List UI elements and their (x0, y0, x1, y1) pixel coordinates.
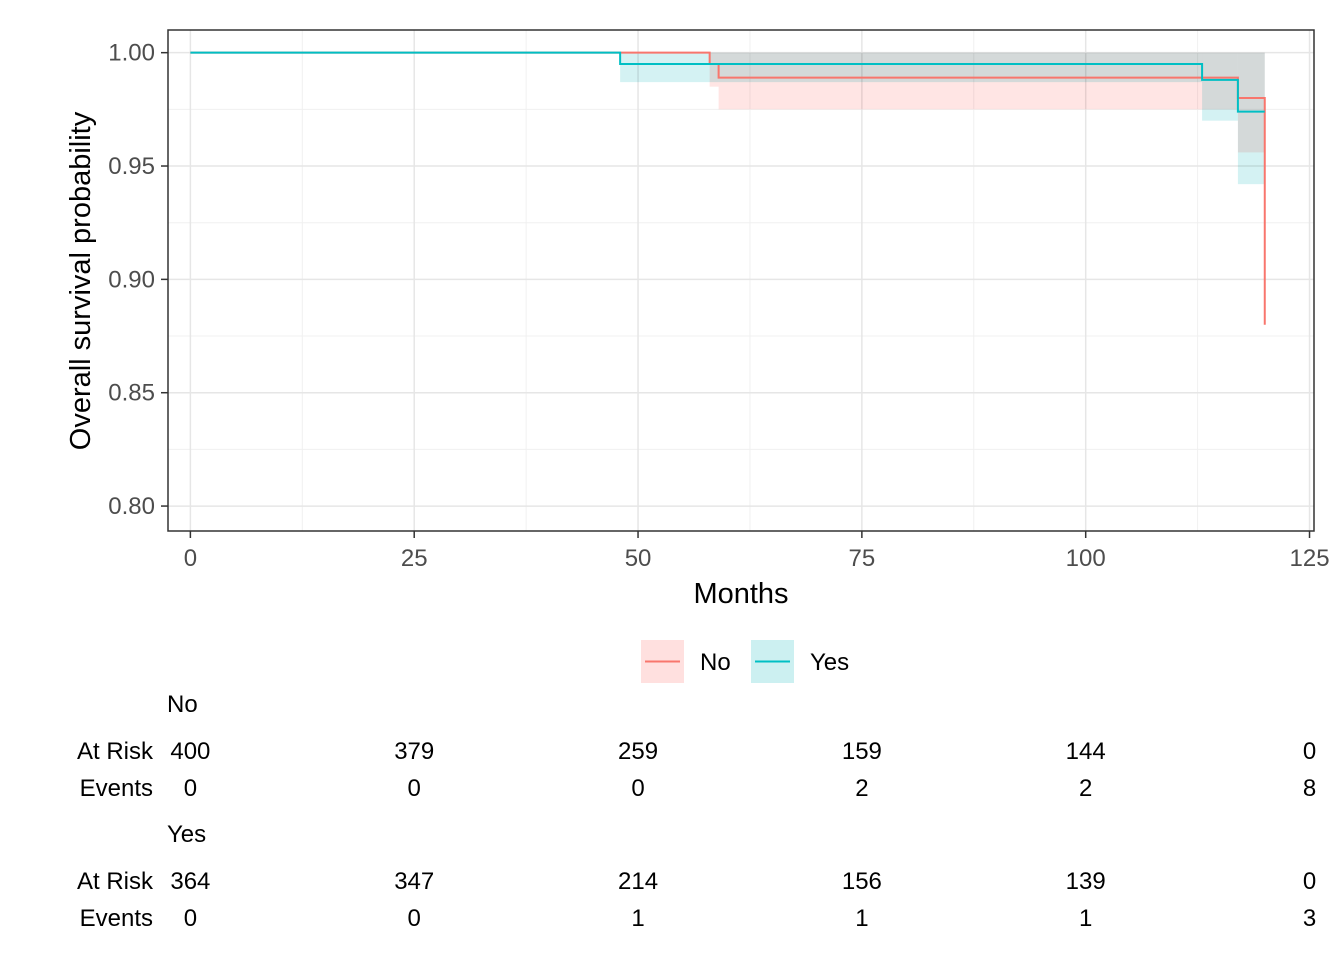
x-tick-label: 0 (184, 545, 197, 572)
events-value: 2 (1079, 775, 1092, 802)
events-value: 0 (184, 905, 197, 932)
y-tick-label: 0.85 (108, 380, 155, 407)
grid-major (168, 30, 1314, 531)
at-risk-value: 347 (394, 868, 434, 895)
events-value: 1 (1079, 905, 1092, 932)
at-risk-value: 364 (170, 868, 210, 895)
risk-group-title: No (167, 691, 198, 718)
x-axis: 0 25 50 75 100 125 (184, 531, 1330, 572)
risk-table: No At Risk Events 400 0 379 0 259 0 159 2 144 2 0 8 Yes… (77, 691, 1316, 932)
events-value: 0 (408, 775, 421, 802)
risk-group-title: Yes (167, 821, 206, 848)
x-tick-label: 50 (625, 545, 652, 572)
survival-line-yes (190, 51, 1265, 113)
x-axis-title: Months (693, 578, 788, 610)
y-tick-label: 0.90 (108, 266, 155, 293)
at-risk-value: 144 (1066, 738, 1106, 765)
survival-line-no (190, 51, 1266, 325)
y-axis: 0.80 0.85 0.90 0.95 1.00 (108, 40, 168, 520)
events-row-label: Events (80, 775, 153, 802)
at-risk-value: 214 (618, 868, 658, 895)
risk-row-label: At Risk (77, 868, 154, 895)
grid-minor (168, 30, 1314, 531)
events-value: 3 (1303, 905, 1316, 932)
events-value: 1 (631, 905, 644, 932)
events-value: 2 (855, 775, 868, 802)
events-value: 0 (184, 775, 197, 802)
band-segment-yes (1237, 52, 1265, 185)
x-tick-label: 75 (849, 545, 876, 572)
legend-label-yes: Yes (810, 649, 849, 676)
plot-border (167, 29, 1315, 532)
band-segment-yes (1202, 52, 1238, 121)
at-risk-value: 259 (618, 738, 658, 765)
x-tick-label: 25 (401, 545, 428, 572)
events-value: 8 (1303, 775, 1316, 802)
at-risk-value: 156 (842, 868, 882, 895)
y-tick-label: 0.80 (108, 493, 155, 520)
y-tick-label: 0.95 (108, 153, 155, 180)
plot-panel (168, 30, 1314, 531)
at-risk-value: 139 (1066, 868, 1106, 895)
band-segment-yes (620, 52, 710, 83)
survival-curves (190, 51, 1266, 325)
events-value: 0 (631, 775, 644, 802)
events-value: 0 (408, 905, 421, 932)
y-axis-title: Overall survival probability (65, 111, 97, 450)
at-risk-value: 159 (842, 738, 882, 765)
legend: No Yes (641, 640, 849, 683)
at-risk-value: 0 (1303, 868, 1316, 895)
at-risk-value: 0 (1303, 738, 1316, 765)
at-risk-value: 379 (394, 738, 434, 765)
events-value: 1 (855, 905, 868, 932)
events-row-label: Events (80, 905, 153, 932)
y-tick-label: 1.00 (108, 40, 155, 67)
x-tick-label: 125 (1290, 545, 1330, 572)
risk-row-label: At Risk (77, 738, 154, 765)
x-tick-label: 100 (1066, 545, 1106, 572)
legend-label-no: No (700, 649, 731, 676)
at-risk-value: 400 (170, 738, 210, 765)
